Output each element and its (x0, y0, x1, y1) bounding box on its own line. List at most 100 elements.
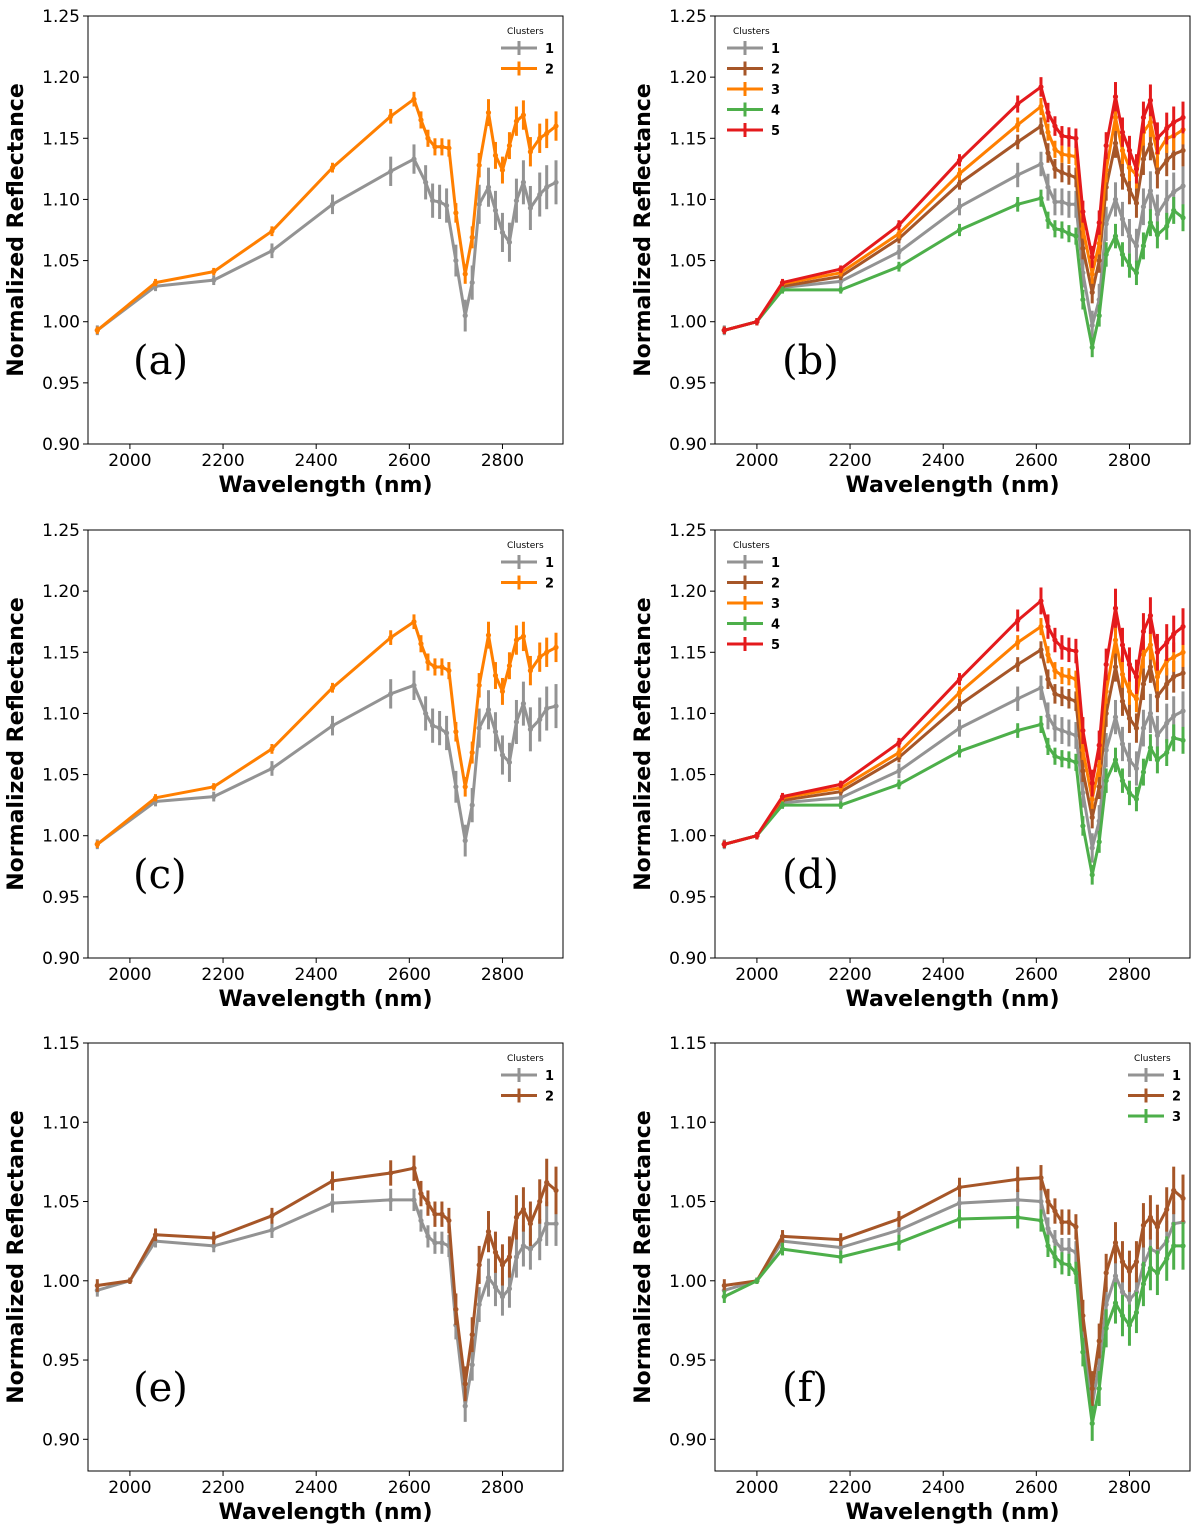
x-tick-label: 2200 (828, 1478, 871, 1498)
data-point (269, 1227, 275, 1233)
data-point (1119, 671, 1126, 677)
data-point (1126, 790, 1133, 796)
data-point (485, 1229, 492, 1235)
data-point (506, 759, 513, 765)
data-point (423, 710, 429, 717)
panel-tag: (b) (782, 338, 839, 384)
data-point (1171, 674, 1177, 680)
data-point (527, 205, 534, 211)
y-tick-label: 1.15 (669, 643, 707, 663)
data-point (1045, 184, 1051, 190)
data-point (423, 179, 429, 185)
data-point (1080, 245, 1086, 251)
y-tick-label: 1.20 (669, 68, 707, 88)
y-tick-label: 1.10 (42, 1113, 80, 1133)
data-point (1089, 1420, 1095, 1427)
y-tick-label: 0.95 (42, 374, 80, 394)
data-point (553, 1187, 559, 1194)
data-point (1073, 648, 1079, 654)
data-point (956, 725, 963, 731)
data-point (1066, 1262, 1072, 1268)
y-tick-label: 1.20 (42, 582, 80, 602)
legend-item: 2 (501, 61, 554, 78)
data-point (896, 264, 902, 270)
data-point (838, 266, 844, 272)
data-point (1015, 1214, 1021, 1220)
series-2 (721, 641, 1186, 848)
series-1 (94, 144, 559, 336)
series-line (723, 196, 1184, 349)
data-point (1015, 1197, 1021, 1203)
data-point (838, 1254, 844, 1260)
y-tick-label: 0.95 (669, 1351, 707, 1371)
data-point (1052, 725, 1058, 731)
data-point (152, 279, 159, 286)
series-1 (721, 151, 1186, 341)
data-point (432, 1240, 438, 1246)
chart-panel-6: 2000 2200 2400 2600 2800 0.90 0.95 1.00 1.05 1.10… (631, 1034, 1191, 1525)
data-point (1112, 714, 1119, 720)
y-tick-label: 0.90 (669, 435, 707, 455)
y-tick-label: 1.15 (42, 643, 80, 663)
data-point (956, 204, 963, 210)
data-point (544, 1221, 550, 1227)
data-point (1119, 251, 1126, 258)
data-point (469, 749, 475, 756)
data-point (513, 198, 520, 204)
data-point (1045, 1225, 1051, 1232)
data-point (779, 1233, 786, 1239)
data-point (446, 668, 452, 674)
x-tick-label: 2600 (1015, 1478, 1058, 1498)
data-point (436, 199, 443, 205)
data-point (1089, 289, 1095, 295)
data-point (544, 649, 550, 655)
series-1 (94, 670, 559, 857)
y-axis-label: Normalized Reflectance (631, 597, 656, 890)
data-point (537, 135, 543, 141)
data-point (1096, 742, 1102, 748)
data-point (411, 682, 417, 688)
data-point (1066, 1219, 1072, 1225)
data-point (1112, 140, 1119, 146)
data-point (754, 833, 760, 839)
data-point (1045, 743, 1051, 750)
data-point (1073, 1224, 1079, 1230)
data-point (1180, 183, 1186, 189)
data-point (1119, 1313, 1126, 1319)
data-point (1015, 101, 1021, 107)
panel-tag: (f) (782, 1365, 828, 1411)
data-point (1112, 1300, 1119, 1306)
data-point (1154, 1224, 1161, 1230)
x-tick-label: 2800 (481, 451, 524, 471)
data-point (513, 1214, 520, 1220)
data-point (1089, 1385, 1095, 1392)
data-point (1015, 617, 1021, 624)
x-tick-label: 2200 (828, 965, 871, 985)
x-tick-label: 2800 (1108, 965, 1151, 985)
legend-label: 5 (771, 124, 780, 139)
data-point (1052, 166, 1058, 172)
data-point (1038, 195, 1044, 201)
data-point (453, 784, 459, 790)
data-point (1096, 257, 1102, 264)
data-point (453, 1306, 459, 1312)
data-point (492, 152, 499, 159)
data-point (1171, 189, 1177, 195)
data-point (513, 637, 520, 643)
data-point (544, 705, 550, 712)
legend-label: 2 (545, 1090, 554, 1105)
data-point (1066, 1246, 1072, 1252)
data-point (1052, 691, 1058, 697)
data-point (388, 691, 394, 697)
x-axis-label: Wavelength (nm) (846, 987, 1060, 1012)
legend-label: 3 (771, 597, 780, 612)
y-tick-label: 1.10 (42, 704, 80, 724)
legend-item: 1 (501, 555, 554, 571)
data-point (1066, 696, 1072, 702)
data-point (1126, 233, 1133, 239)
data-point (499, 1262, 506, 1268)
data-point (1038, 598, 1044, 604)
data-point (411, 156, 417, 162)
